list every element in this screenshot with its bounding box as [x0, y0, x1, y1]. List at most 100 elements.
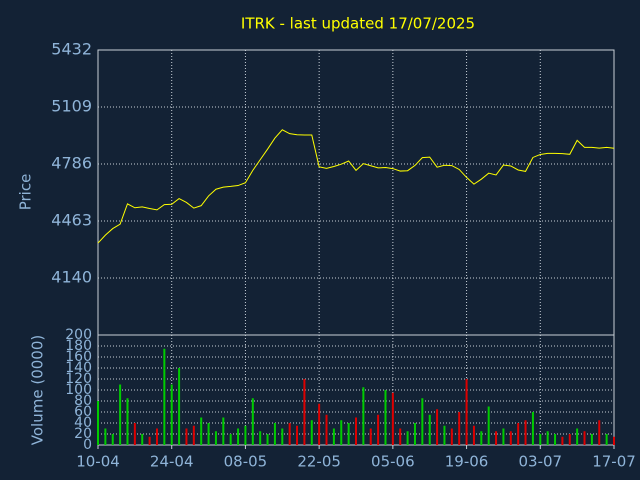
panel-frame [97, 49, 615, 336]
x-tick-label: 24-04 [150, 453, 194, 471]
y-tick-label: 4786 [51, 154, 92, 173]
y-tick-label: 5109 [51, 97, 92, 116]
price-line [97, 129, 615, 244]
volume-bar [141, 434, 144, 445]
volume-bar [332, 428, 335, 445]
volume-bar [310, 420, 313, 445]
volume-bar [391, 392, 394, 445]
volume-bar [384, 390, 387, 445]
volume-bar [509, 431, 512, 445]
x-tick-label: 08-05 [224, 453, 268, 471]
y-tick-label: 40 [74, 415, 92, 431]
volume-bar [590, 434, 593, 445]
y-tick-label: 200 [65, 327, 92, 343]
volume-bar [148, 436, 151, 445]
volume-bar [111, 434, 114, 445]
volume-bar [480, 431, 483, 445]
volume-bar [613, 436, 615, 445]
y-tick-label: 60 [74, 404, 92, 420]
volume-bar [465, 379, 468, 445]
volume-bar [487, 406, 490, 445]
volume-bar [340, 420, 343, 445]
y-tick-label: 140 [65, 360, 92, 376]
y-tick-label: 4140 [51, 268, 92, 287]
volume-bar [554, 434, 557, 445]
volume-bar [443, 425, 446, 445]
volume-bar [133, 423, 136, 445]
volume-bar [413, 423, 416, 445]
volume-bar [539, 434, 542, 445]
volume-bar [163, 348, 166, 445]
volume-bar [362, 387, 365, 445]
y-tick-label: 100 [65, 382, 92, 398]
y-tick-label: 80 [74, 393, 92, 409]
volume-bar [406, 431, 409, 445]
volume-bar [568, 434, 571, 445]
volume-bar [347, 423, 350, 445]
volume-bar [421, 398, 424, 445]
volume-bar [229, 434, 232, 445]
y-tick-label: 4463 [51, 211, 92, 230]
chart-title: ITRK - last updated 17/07/2025 [241, 15, 475, 33]
volume-bar [546, 431, 549, 445]
volume-bar [576, 428, 579, 445]
x-tick-label: 10-04 [76, 453, 120, 471]
volume-bar [200, 417, 203, 445]
volume-bar [318, 403, 321, 445]
y-tick-label: 20 [74, 426, 92, 442]
y-tick-label: 120 [65, 371, 92, 387]
volume-bar [561, 436, 564, 445]
volume-bar [178, 368, 181, 445]
y-tick-label: 0 [83, 437, 92, 453]
volume-bar [126, 398, 129, 445]
price-axis-label: Price [17, 174, 35, 211]
volume-bar [303, 379, 306, 445]
volume-bar [170, 384, 173, 445]
volume-bar [207, 423, 210, 445]
volume-bar [524, 420, 527, 445]
volume-bar [244, 425, 247, 445]
volume-axis-label: Volume (0000) [29, 335, 47, 445]
volume-bar [458, 412, 461, 445]
volume-bar [325, 414, 328, 445]
volume-bar [237, 428, 240, 445]
volume-bar [377, 414, 380, 445]
volume-bar [517, 423, 520, 445]
volume-bar [281, 428, 284, 445]
volume-bar [355, 417, 357, 445]
volume-bar [104, 428, 107, 445]
y-tick-label: 5432 [51, 40, 92, 59]
volume-bar [251, 398, 254, 445]
volume-bar [502, 428, 505, 445]
volume-bar [97, 401, 99, 445]
volume-bar [296, 425, 299, 445]
volume-bar [428, 414, 431, 445]
volume-bar [472, 425, 475, 445]
volume-bar [583, 431, 586, 445]
volume-bar [214, 431, 217, 445]
y-tick-label: 180 [65, 338, 92, 354]
volume-bar [155, 428, 158, 445]
volume-bar [288, 423, 291, 445]
x-tick-label: 17-07 [592, 453, 636, 471]
volume-bar [185, 428, 188, 445]
x-tick-label: 03-07 [518, 453, 562, 471]
volume-bar [399, 428, 402, 445]
y-tick-label: 160 [65, 349, 92, 365]
volume-bar [495, 431, 498, 445]
volume-bar [273, 423, 276, 445]
volume-bar [598, 420, 601, 445]
volume-bar [119, 384, 122, 445]
volume-bar [436, 409, 439, 445]
x-tick-label: 19-06 [445, 453, 489, 471]
volume-bar [369, 428, 372, 445]
volume-bar [266, 434, 269, 445]
volume-bar [605, 434, 608, 445]
volume-bar [531, 412, 534, 445]
x-tick-label: 05-06 [371, 453, 415, 471]
volume-bar [222, 417, 225, 445]
volume-bar [192, 425, 195, 445]
x-tick-label: 22-05 [297, 453, 341, 471]
volume-bar [259, 431, 262, 445]
